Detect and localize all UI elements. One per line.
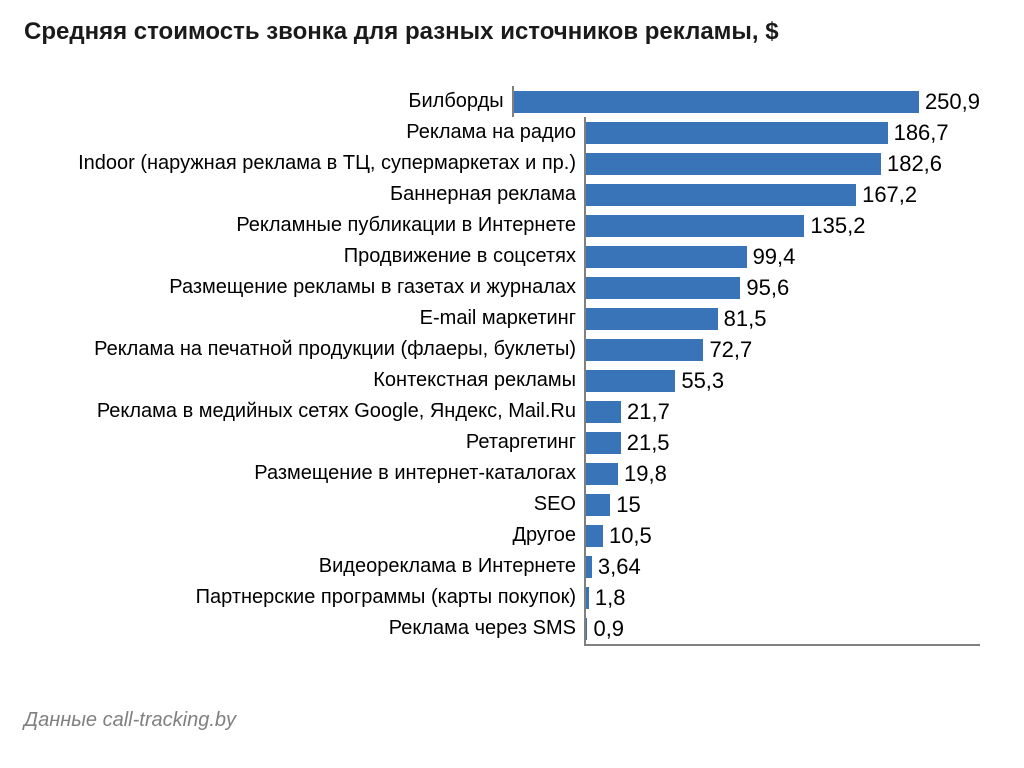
category-label: Контекстная рекламы bbox=[44, 369, 584, 392]
bar bbox=[586, 525, 603, 547]
bar bbox=[586, 122, 888, 144]
bar bbox=[586, 153, 881, 175]
bar bbox=[586, 277, 740, 299]
bar-row: Видеореклама в Интернете 3,64 bbox=[44, 551, 980, 582]
bar bbox=[586, 370, 675, 392]
bar bbox=[586, 246, 747, 268]
bar-track: 135,2 bbox=[584, 210, 980, 241]
bar-row: SEO 15 bbox=[44, 489, 980, 520]
bar-track: 55,3 bbox=[584, 365, 980, 396]
bar bbox=[586, 494, 610, 516]
bar bbox=[586, 587, 589, 609]
bar-track: 99,4 bbox=[584, 241, 980, 272]
category-label: Реклама на печатной продукции (флаеры, б… bbox=[44, 338, 584, 361]
value-label: 21,7 bbox=[627, 399, 670, 425]
category-label: Баннерная реклама bbox=[44, 183, 584, 206]
category-label: Партнерские программы (карты покупок) bbox=[44, 586, 584, 609]
bar-track: 250,9 bbox=[512, 86, 980, 117]
bar-track: 19,8 bbox=[584, 458, 980, 489]
category-label: Билборды bbox=[44, 90, 512, 113]
value-label: 95,6 bbox=[746, 275, 789, 301]
bar bbox=[586, 401, 621, 423]
category-label: Размещение рекламы в газетах и журналах bbox=[44, 276, 584, 299]
category-label: Другое bbox=[44, 524, 584, 547]
bar bbox=[514, 91, 919, 113]
bar-row: Партнерские программы (карты покупок) 1,8 bbox=[44, 582, 980, 613]
bar bbox=[586, 215, 804, 237]
value-label: 55,3 bbox=[681, 368, 724, 394]
bar-row: Билборды 250,9 bbox=[44, 86, 980, 117]
category-label: Ретаргетинг bbox=[44, 431, 584, 454]
category-label: Рекламные публикации в Интернете bbox=[44, 214, 584, 237]
value-label: 182,6 bbox=[887, 151, 942, 177]
bar-row: Ретаргетинг 21,5 bbox=[44, 427, 980, 458]
bar-track: 81,5 bbox=[584, 303, 980, 334]
value-label: 186,7 bbox=[894, 120, 949, 146]
category-label: Размещение в интернет-каталогах bbox=[44, 462, 584, 485]
bar-track: 182,6 bbox=[584, 148, 980, 179]
value-label: 3,64 bbox=[598, 554, 641, 580]
bar-track: 10,5 bbox=[584, 520, 980, 551]
bar-chart: Билборды 250,9 Реклама на радио 186,7 Indoor… bbox=[44, 86, 980, 644]
category-label: Продвижение в соцсетях bbox=[44, 245, 584, 268]
category-label: Реклама на радио bbox=[44, 121, 584, 144]
bar-track: 0,9 bbox=[584, 613, 980, 644]
bar bbox=[586, 308, 718, 330]
value-label: 250,9 bbox=[925, 89, 980, 115]
bar-row: Баннерная реклама 167,2 bbox=[44, 179, 980, 210]
bar-row: Реклама через SMS 0,9 bbox=[44, 613, 980, 644]
bar bbox=[586, 184, 856, 206]
bar-row: Реклама на радио 186,7 bbox=[44, 117, 980, 148]
data-source-label: Данные call-tracking.by bbox=[24, 709, 236, 732]
bar-track: 21,5 bbox=[584, 427, 980, 458]
bar-track: 186,7 bbox=[584, 117, 980, 148]
bar-track: 72,7 bbox=[584, 334, 980, 365]
bar-track: 95,6 bbox=[584, 272, 980, 303]
x-axis bbox=[584, 644, 980, 646]
bar-track: 167,2 bbox=[584, 179, 980, 210]
bar-row: Реклама в медийных сетях Google, Яндекс,… bbox=[44, 396, 980, 427]
bar-row: Контекстная рекламы 55,3 bbox=[44, 365, 980, 396]
bar bbox=[586, 463, 618, 485]
value-label: 72,7 bbox=[709, 337, 752, 363]
bar-row: E-mail маркетинг 81,5 bbox=[44, 303, 980, 334]
value-label: 21,5 bbox=[627, 430, 670, 456]
bar-row: Размещение в интернет-каталогах 19,8 bbox=[44, 458, 980, 489]
bar bbox=[586, 556, 592, 578]
chart-title: Средняя стоимость звонка для разных исто… bbox=[24, 18, 1000, 46]
bar-track: 21,7 bbox=[584, 396, 980, 427]
bar-row: Продвижение в соцсетях 99,4 bbox=[44, 241, 980, 272]
value-label: 10,5 bbox=[609, 523, 652, 549]
bar-row: Размещение рекламы в газетах и журналах 9… bbox=[44, 272, 980, 303]
bar-track: 15 bbox=[584, 489, 980, 520]
category-label: Indoor (наружная реклама в ТЦ, супермарк… bbox=[44, 152, 584, 175]
bar-row: Реклама на печатной продукции (флаеры, б… bbox=[44, 334, 980, 365]
bar-track: 3,64 bbox=[584, 551, 980, 582]
category-label: Реклама в медийных сетях Google, Яндекс,… bbox=[44, 400, 584, 423]
value-label: 19,8 bbox=[624, 461, 667, 487]
bar-row: Другое 10,5 bbox=[44, 520, 980, 551]
category-label: Реклама через SMS bbox=[44, 617, 584, 640]
category-label: SEO bbox=[44, 493, 584, 516]
value-label: 99,4 bbox=[753, 244, 796, 270]
bar bbox=[586, 339, 703, 361]
bar bbox=[586, 432, 621, 454]
bar-track: 1,8 bbox=[584, 582, 980, 613]
category-label: E-mail маркетинг bbox=[44, 307, 584, 330]
value-label: 81,5 bbox=[724, 306, 767, 332]
value-label: 167,2 bbox=[862, 182, 917, 208]
value-label: 15 bbox=[616, 492, 640, 518]
bar-row: Indoor (наружная реклама в ТЦ, супермарк… bbox=[44, 148, 980, 179]
category-label: Видеореклама в Интернете bbox=[44, 555, 584, 578]
value-label: 1,8 bbox=[595, 585, 626, 611]
value-label: 135,2 bbox=[810, 213, 865, 239]
bar-row: Рекламные публикации в Интернете 135,2 bbox=[44, 210, 980, 241]
bar bbox=[586, 618, 587, 640]
value-label: 0,9 bbox=[593, 616, 624, 642]
